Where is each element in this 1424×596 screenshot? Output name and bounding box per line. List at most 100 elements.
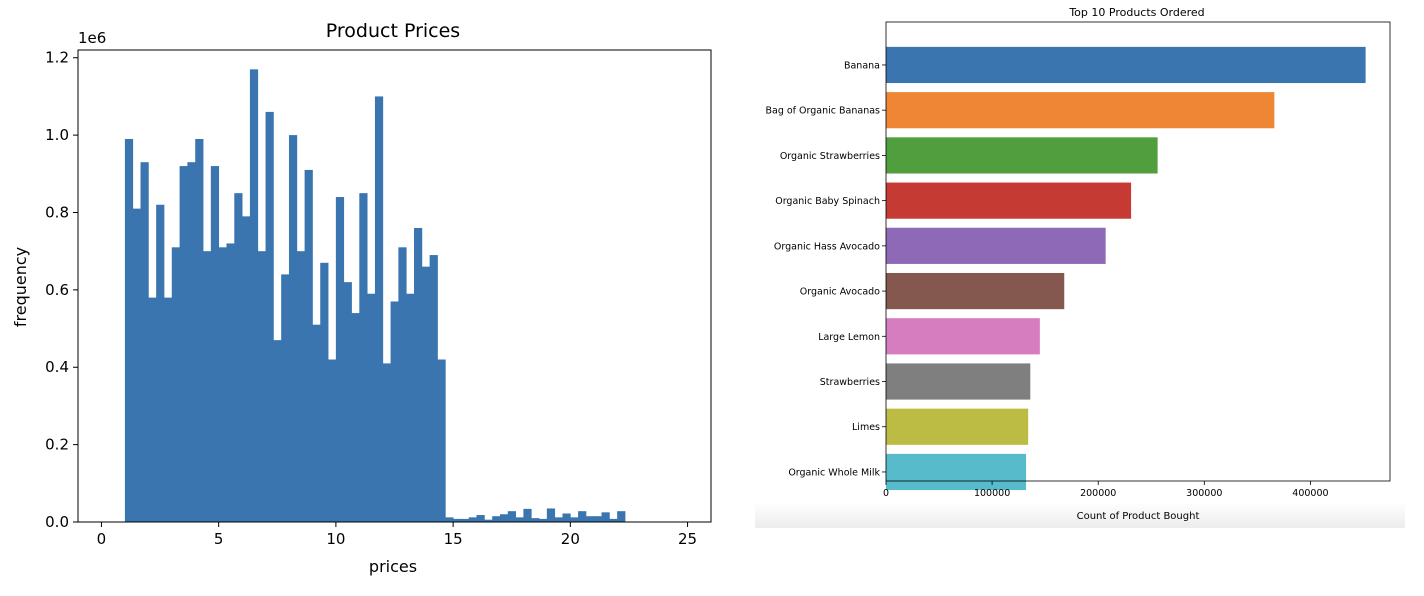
histogram-bar (617, 511, 626, 522)
top-products-category-label: Bag of Organic Bananas (765, 106, 880, 117)
histogram-y-tick-label: 1.0 (45, 126, 69, 144)
top-products-bar (886, 318, 1040, 355)
top-products-bars (886, 46, 1366, 491)
histogram-y-tick-label: 1.2 (45, 49, 69, 67)
histogram-bar (234, 193, 243, 522)
histogram-bar (132, 208, 141, 522)
histogram-bar (507, 511, 516, 522)
histogram-bar (468, 517, 477, 522)
histogram-bar (492, 516, 501, 522)
histogram-bar (421, 266, 431, 522)
top-products-chart: Top 10 Products Ordered Count of Product… (755, 6, 1405, 528)
histogram-bar (453, 518, 462, 522)
histogram-bar (179, 166, 188, 522)
histogram-y-tick-label: 0.0 (45, 513, 69, 531)
top-products-plot-frame (885, 21, 1391, 482)
histogram-bar (148, 297, 157, 522)
top-products-category-label: Large Lemon (818, 332, 880, 343)
top-products-footer-shade (755, 502, 1405, 528)
histogram-bar (570, 517, 579, 522)
top-products-category-label: Organic Baby Spinach (775, 196, 880, 207)
histogram-bar (546, 508, 556, 522)
histogram-bar (273, 340, 282, 522)
histogram-y-tick-label: 0.2 (45, 436, 69, 454)
histogram-axes: 0 5 10 15 20 25 0.0 0.2 0.4 0.6 0.8 1.0 1.2 (45, 49, 697, 548)
top-products-bar (886, 46, 1366, 84)
histogram-bar (585, 516, 595, 522)
histogram-bar (406, 293, 415, 522)
histogram-bar (320, 262, 329, 522)
histogram-bar (374, 96, 384, 523)
histogram-x-tick-label: 25 (678, 530, 697, 548)
top-products-bar (886, 272, 1065, 310)
histogram-bar (296, 251, 306, 522)
histogram-bar (593, 516, 602, 522)
top-products-category-label: Organic Hass Avocado (774, 241, 880, 252)
histogram-x-axis-label: prices (369, 557, 417, 576)
histogram-title: Product Prices (326, 20, 460, 42)
histogram-bar (288, 135, 298, 523)
histogram-bar (476, 515, 485, 522)
histogram-bar (265, 111, 274, 523)
top-products-x-tick-label: 300000 (1186, 488, 1222, 499)
histogram-plot-frame (77, 49, 712, 523)
histogram-bar (601, 512, 610, 522)
top-products-category-label: Strawberries (820, 377, 880, 388)
histogram-chart: Product Prices 1e6 frequency prices 0 5 10… (11, 20, 712, 576)
histogram-bar (429, 255, 438, 523)
top-products-bar (886, 363, 1031, 400)
histogram-bar (203, 251, 212, 522)
histogram-bar (531, 518, 540, 522)
top-products-category-label: Organic Avocado (800, 287, 880, 298)
histogram-bar (382, 363, 391, 522)
histogram-bar (460, 518, 470, 522)
histogram-bar (484, 519, 493, 522)
histogram-bar (578, 511, 587, 522)
histogram-bar (523, 508, 532, 522)
histogram-bar (171, 247, 180, 522)
histogram-x-tick-label: 10 (326, 530, 345, 548)
histogram-bar (281, 274, 290, 522)
top-products-bar (886, 182, 1132, 219)
histogram-bar (140, 162, 149, 522)
histogram-bar (499, 514, 509, 522)
top-products-title: Top 10 Products Ordered (1068, 6, 1204, 19)
top-products-bar (886, 137, 1158, 174)
top-products-bar (886, 408, 1029, 445)
histogram-y-tick-label: 0.8 (45, 203, 69, 221)
histogram-bar (328, 359, 337, 522)
top-products-category-label: Limes (852, 422, 880, 433)
top-products-x-tick-label: 0 (883, 488, 889, 499)
histogram-bar (390, 301, 399, 522)
top-products-x-tick-label: 200000 (1080, 488, 1116, 499)
histogram-bar (257, 251, 266, 522)
top-products-x-tick-label: 100000 (974, 488, 1010, 499)
histogram-bar (351, 313, 360, 522)
histogram-bar (187, 162, 196, 522)
histogram-bar (437, 359, 446, 522)
top-products-bar (886, 227, 1106, 264)
histogram-bar (242, 216, 251, 523)
top-products-bar (886, 453, 1027, 491)
histogram-x-tick-label: 15 (444, 530, 463, 548)
histogram-bar (398, 247, 407, 522)
top-products-category-label: Banana (844, 60, 880, 71)
histogram-bar (515, 517, 524, 522)
histogram-bar (343, 282, 352, 522)
histogram-bar (226, 243, 235, 522)
histogram-bar (312, 324, 321, 522)
histogram-bar (359, 193, 368, 522)
top-products-category-label: Organic Strawberries (780, 151, 880, 162)
histogram-bar (195, 138, 204, 523)
histogram-x-tick-label: 5 (214, 530, 224, 548)
histogram-y-axis-label: frequency (11, 247, 30, 327)
histogram-bars (124, 69, 626, 523)
histogram-bar (163, 297, 173, 522)
top-products-axes: Banana Bag of Organic Bananas Organic Stra… (765, 60, 1328, 499)
histogram-bar (562, 513, 571, 522)
histogram-bar (124, 138, 134, 523)
histogram-x-tick-label: 20 (561, 530, 580, 548)
histogram-bar (249, 69, 259, 522)
histogram-bar (156, 204, 165, 522)
top-products-bar (886, 92, 1275, 129)
